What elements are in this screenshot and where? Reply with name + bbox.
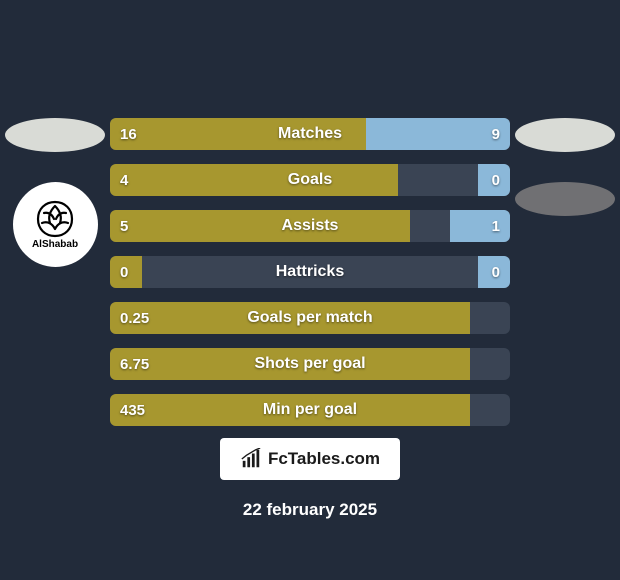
stat-bar-label: Goals bbox=[110, 164, 510, 196]
left-team-circle-label: AlShabab bbox=[32, 239, 78, 250]
stat-bar-right-value: 1 bbox=[482, 210, 510, 242]
stat-bar: Shots per goal6.75 bbox=[110, 348, 510, 380]
stats-bars: Matches169Goals40Assists51Hattricks00Goa… bbox=[110, 118, 510, 426]
stat-bar-right-value: 9 bbox=[482, 118, 510, 150]
stat-bar-right-value: 0 bbox=[482, 164, 510, 196]
stat-bar: Matches16 9 bbox=[110, 118, 510, 150]
stat-bar-left-value: 435 bbox=[110, 394, 155, 426]
stat-bar-label: Shots per goal bbox=[110, 348, 510, 380]
stat-bar-right-value: 0 bbox=[482, 256, 510, 288]
brand-box: FcTables.com bbox=[220, 438, 400, 480]
left-team-ellipse-badge bbox=[5, 118, 105, 152]
left-badge-column: AlShabab bbox=[0, 118, 110, 267]
stat-bar: Assists5 1 bbox=[110, 210, 510, 242]
brand-text: FcTables.com bbox=[268, 449, 380, 469]
stat-bar-left-value: 5 bbox=[110, 210, 138, 242]
stat-bar: Hattricks0 0 bbox=[110, 256, 510, 288]
stat-bar: Min per goal435 bbox=[110, 394, 510, 426]
date-text: 22 february 2025 bbox=[0, 500, 620, 520]
stat-bar-label: Matches bbox=[110, 118, 510, 150]
alshabab-logo-icon bbox=[30, 199, 80, 239]
stat-bar: Goals per match0.25 bbox=[110, 302, 510, 334]
right-badge-column bbox=[510, 118, 620, 216]
stat-bar-left-value: 6.75 bbox=[110, 348, 159, 380]
stat-bar-label: Assists bbox=[110, 210, 510, 242]
stat-bar-label: Hattricks bbox=[110, 256, 510, 288]
right-team-ellipse-badge-2 bbox=[515, 182, 615, 216]
stat-bar-left-value: 0 bbox=[110, 256, 138, 288]
stat-bar: Goals4 0 bbox=[110, 164, 510, 196]
stat-bar-label: Min per goal bbox=[110, 394, 510, 426]
brand-chart-icon bbox=[240, 448, 262, 470]
stat-bar-left-value: 0.25 bbox=[110, 302, 159, 334]
left-team-circle-badge: AlShabab bbox=[13, 182, 98, 267]
stat-bar-left-value: 16 bbox=[110, 118, 147, 150]
stat-bar-label: Goals per match bbox=[110, 302, 510, 334]
right-team-ellipse-badge-1 bbox=[515, 118, 615, 152]
stat-bar-left-value: 4 bbox=[110, 164, 138, 196]
